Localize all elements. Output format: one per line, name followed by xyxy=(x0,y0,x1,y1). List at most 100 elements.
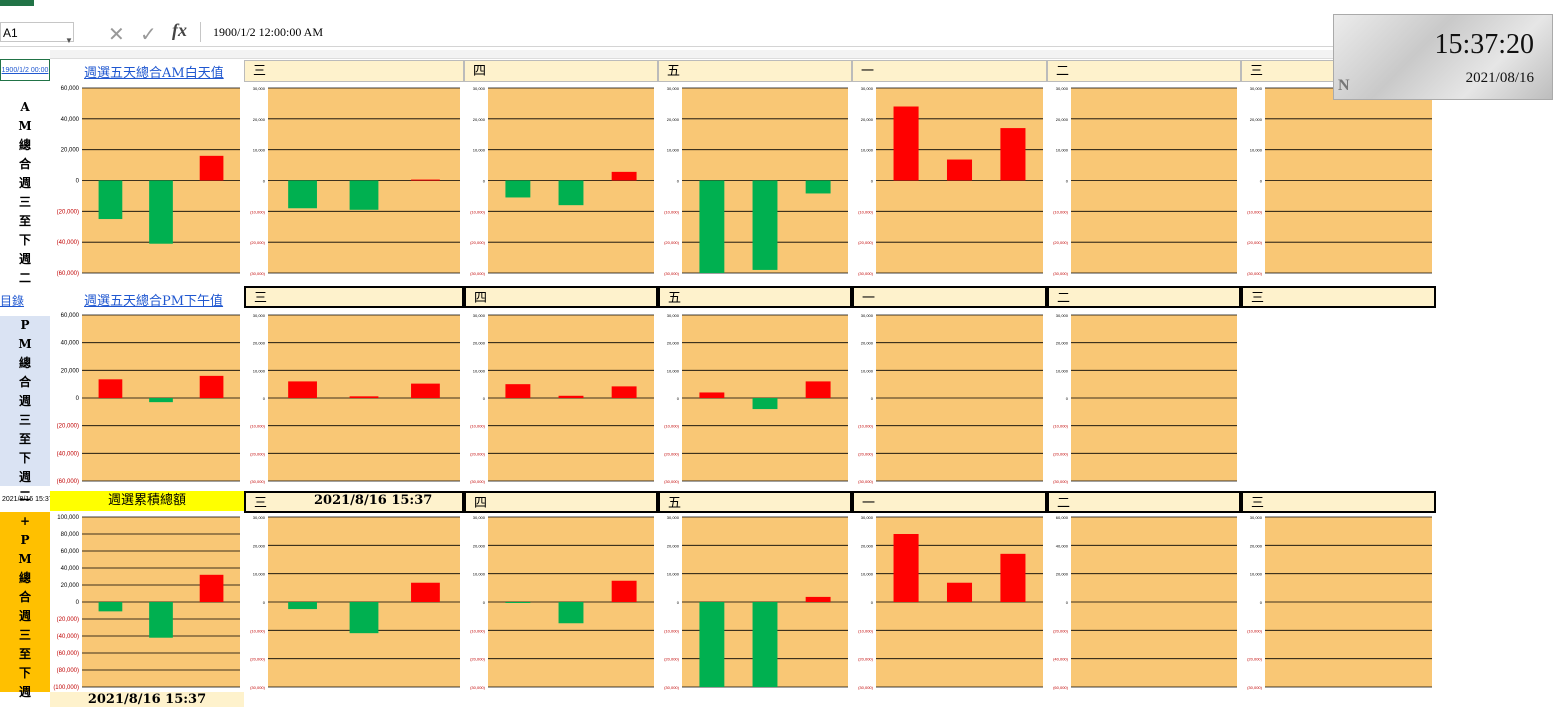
bar[interactable] xyxy=(199,155,224,181)
day-header[interactable]: 五 xyxy=(658,491,852,513)
day-header[interactable]: 三 xyxy=(244,286,464,308)
bar[interactable] xyxy=(149,398,173,403)
bar-chart[interactable]: 30,000 20,000 10,000 0 (10,000) (20,000) (30,0… xyxy=(1241,84,1436,277)
bar[interactable] xyxy=(752,180,778,270)
bar-chart[interactable]: 30,000 20,000 10,000 0 (10,000) (20,000) (30,0… xyxy=(244,311,464,485)
day-header[interactable]: 二 xyxy=(1047,60,1241,82)
tick-label: 10,000 xyxy=(253,368,266,373)
bar-chart[interactable]: 30,000 20,000 10,000 0 (10,000) (20,000) (30,0… xyxy=(244,84,464,277)
column-header-bar[interactable] xyxy=(50,50,1450,59)
bar[interactable] xyxy=(946,582,973,602)
bar-chart[interactable]: 30,000 20,000 10,000 0 (10,000) (20,000) (30,0… xyxy=(852,513,1047,691)
bar-chart[interactable]: 30,000 20,000 10,000 0 (10,000) (20,000) (30,0… xyxy=(464,513,658,691)
bar[interactable] xyxy=(946,159,973,181)
day-header[interactable]: 四 xyxy=(464,286,658,308)
bar[interactable] xyxy=(699,392,725,398)
row-title-am[interactable]: 週選五天總合AM白天值 xyxy=(84,66,224,81)
bar[interactable] xyxy=(349,396,379,398)
day-header[interactable]: 一 xyxy=(852,491,1047,513)
toc-link[interactable]: 目錄 xyxy=(0,294,25,308)
bar[interactable] xyxy=(411,179,440,181)
day-header[interactable]: 二 xyxy=(1047,286,1241,308)
bar[interactable] xyxy=(411,582,440,602)
bar[interactable] xyxy=(98,180,123,220)
tick-label: 0 xyxy=(871,396,874,401)
bar-chart[interactable]: 60,000 40,000 20,000 0 (20,000) (40,000) (60,0… xyxy=(50,311,244,485)
bar[interactable] xyxy=(349,602,379,634)
bar[interactable] xyxy=(288,180,317,209)
bar[interactable] xyxy=(893,106,919,181)
bar[interactable] xyxy=(611,171,637,181)
bar[interactable] xyxy=(752,602,778,687)
day-header[interactable]: 一 xyxy=(852,60,1047,82)
bar[interactable] xyxy=(505,384,531,398)
day-header[interactable]: 二 xyxy=(1047,491,1241,513)
insert-function-icon[interactable]: fx xyxy=(172,20,187,40)
bar[interactable] xyxy=(805,381,831,398)
bar[interactable] xyxy=(98,379,123,398)
day-header[interactable]: 三 2021/8/16 15:37 xyxy=(244,491,464,513)
bar[interactable] xyxy=(611,386,637,398)
bar[interactable] xyxy=(505,602,531,603)
bar[interactable] xyxy=(699,602,725,687)
formula-input[interactable]: 1900/1/2 12:00:00 AM xyxy=(200,22,1340,42)
bar-chart[interactable]: 30,000 20,000 10,000 0 (10,000) (20,000) (30,0… xyxy=(1241,513,1436,691)
chevron-down-icon[interactable]: ▼ xyxy=(65,36,73,45)
bar[interactable] xyxy=(199,574,224,602)
bar[interactable] xyxy=(349,180,379,210)
bar-chart[interactable]: 30,000 20,000 10,000 0 (10,000) (20,000) (30,0… xyxy=(464,311,658,485)
confirm-icon[interactable]: ✓ xyxy=(140,22,157,46)
bar[interactable] xyxy=(1000,553,1026,602)
bar[interactable] xyxy=(1000,128,1026,181)
tick-label: 0 xyxy=(483,396,486,401)
day-header[interactable]: 一 xyxy=(852,286,1047,308)
bar[interactable] xyxy=(411,383,440,398)
bar-chart[interactable]: 30,000 20,000 10,000 0 (10,000) (20,000) (30,0… xyxy=(852,311,1047,485)
bar[interactable] xyxy=(558,602,584,624)
ribbon-tab[interactable] xyxy=(0,0,34,6)
bar[interactable] xyxy=(558,180,584,206)
bar-chart[interactable]: 60,000 40,000 20,000 0 (20,000) (40,000) (60,0… xyxy=(50,84,244,277)
day-header[interactable]: 五 xyxy=(658,286,852,308)
day-header[interactable]: 三 xyxy=(1241,491,1436,513)
day-header[interactable]: 四 xyxy=(464,60,658,82)
tick-label: 60,000 xyxy=(61,549,80,555)
day-header[interactable]: 三 xyxy=(1241,286,1436,308)
bar[interactable] xyxy=(805,596,831,602)
title-strip xyxy=(0,0,1553,14)
row-title-pm[interactable]: 週選五天總合PM下午值 xyxy=(84,294,224,309)
bar-chart[interactable]: 30,000 20,000 10,000 0 (10,000) (20,000) (30,0… xyxy=(244,513,464,691)
bar-chart[interactable]: 30,000 20,000 10,000 0 (10,000) (20,000) (30,0… xyxy=(658,84,852,277)
bar[interactable] xyxy=(752,398,778,410)
day-header[interactable]: 三 xyxy=(244,60,464,82)
day-header[interactable]: 五 xyxy=(658,60,852,82)
bar[interactable] xyxy=(199,375,224,398)
bar[interactable] xyxy=(893,534,919,602)
bar-chart[interactable]: 30,000 20,000 10,000 0 (10,000) (20,000) (30,0… xyxy=(658,513,852,691)
cell-a1[interactable]: 1900/1/2 00:00 xyxy=(0,59,50,81)
day-header[interactable]: 四 xyxy=(464,491,658,513)
row-title-total[interactable]: 週選累積總額 xyxy=(50,491,244,511)
bar[interactable] xyxy=(98,602,123,612)
bar[interactable] xyxy=(149,180,173,244)
bar-chart[interactable]: 30,000 20,000 10,000 0 (10,000) (20,000) (30,0… xyxy=(1047,84,1241,277)
bar[interactable] xyxy=(149,602,173,638)
bar-chart[interactable]: 30,000 20,000 10,000 0 (10,000) (20,000) (30,0… xyxy=(658,311,852,485)
bar[interactable] xyxy=(805,180,831,194)
bar-chart[interactable]: 30,000 20,000 10,000 0 (10,000) (20,000) (30,0… xyxy=(1047,311,1241,485)
bar[interactable] xyxy=(558,395,584,398)
side-char: 週 xyxy=(18,394,31,408)
name-box[interactable]: A1 ▼ xyxy=(0,22,74,45)
bar[interactable] xyxy=(288,602,317,610)
bar-chart[interactable]: 30,000 20,000 10,000 0 (10,000) (20,000) (30,0… xyxy=(464,84,658,277)
cancel-icon[interactable]: ✕ xyxy=(108,22,125,46)
bar[interactable] xyxy=(288,381,317,398)
bar[interactable] xyxy=(699,180,725,274)
bar-chart[interactable]: 30,000 20,000 10,000 0 (10,000) (20,000) (30,0… xyxy=(852,84,1047,277)
bar-chart[interactable]: 100,000 80,000 60,000 40,000 20,000 0 (20,000)… xyxy=(50,513,244,691)
bar[interactable] xyxy=(611,580,637,602)
bar[interactable] xyxy=(505,180,531,198)
tick-label: 10,000 xyxy=(861,368,874,373)
bar-chart[interactable]: 60,000 40,000 20,000 0 (20,000) (40,000) (60,0… xyxy=(1047,513,1241,691)
tick-label: 0 xyxy=(76,600,80,606)
